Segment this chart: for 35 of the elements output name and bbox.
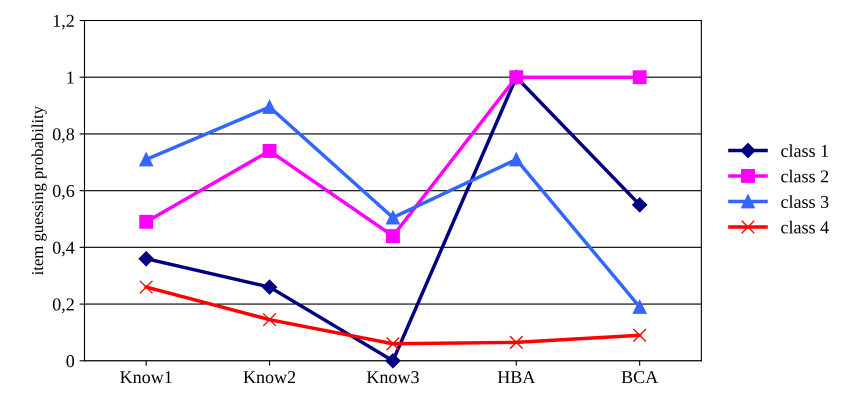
y-axis-title: item guessing probability xyxy=(31,106,47,276)
y-tick-label: 0 xyxy=(66,355,74,368)
y-tick-label: 0,2 xyxy=(52,298,74,314)
point xyxy=(139,152,154,166)
point xyxy=(632,197,648,212)
y-tick-label: 0,4 xyxy=(52,242,74,256)
point xyxy=(632,300,647,314)
legend-label: class 4 xyxy=(781,220,829,234)
x-tick-label: Know2 xyxy=(243,371,296,384)
point xyxy=(262,100,276,114)
point xyxy=(509,152,524,166)
x-tick-label: Know3 xyxy=(366,371,419,384)
y-tick-label: 0,8 xyxy=(52,128,74,143)
legend-label: class 3 xyxy=(781,195,828,208)
point xyxy=(386,210,400,225)
point xyxy=(386,229,400,243)
point xyxy=(262,144,276,158)
point xyxy=(632,70,647,84)
point xyxy=(386,336,400,351)
legend-label: class 1 xyxy=(781,144,828,157)
point xyxy=(138,251,154,266)
point xyxy=(632,328,647,342)
y-tick-label: 0,6 xyxy=(52,184,74,200)
x-tick-label: Know1 xyxy=(120,371,172,384)
legend-label: class 2 xyxy=(781,170,828,182)
point xyxy=(139,214,154,229)
point xyxy=(262,280,278,295)
point xyxy=(139,280,154,294)
x-tick-label: HBA xyxy=(498,371,536,384)
x-tick-label: BCA xyxy=(622,371,658,384)
y-tick-label: 1 xyxy=(67,72,74,84)
point xyxy=(262,312,276,327)
y-tick-label: 1,2 xyxy=(54,14,74,30)
point xyxy=(385,353,400,368)
point xyxy=(509,335,524,350)
